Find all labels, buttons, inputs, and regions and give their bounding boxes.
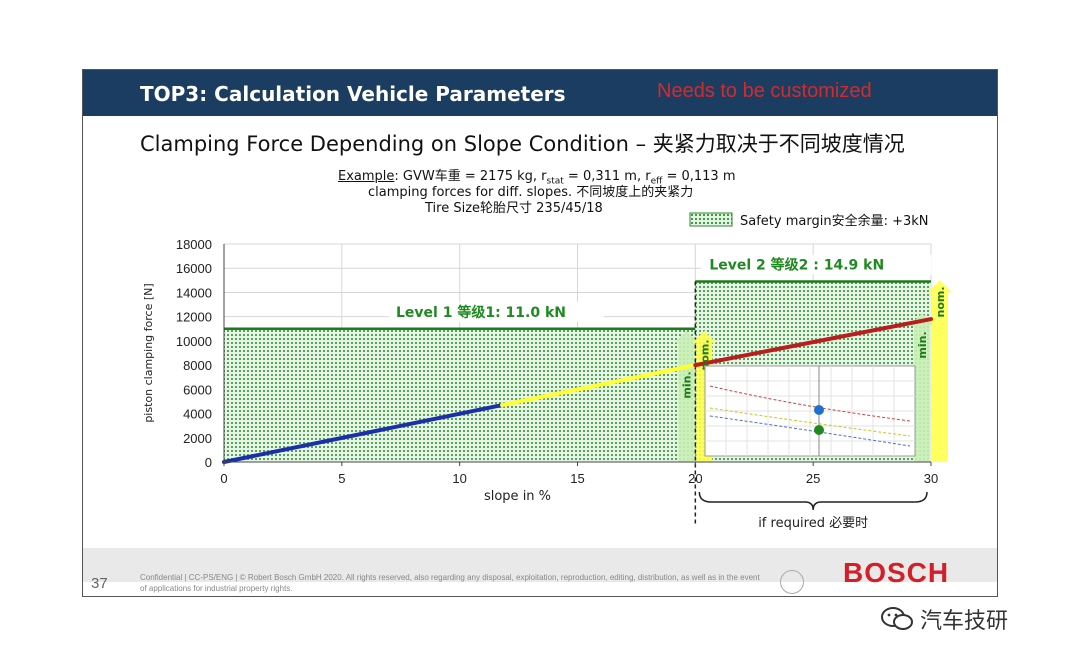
legend-swatch	[689, 212, 733, 227]
min-arrow-level2	[910, 313, 934, 462]
y-axis-label: piston clamping force [N]	[142, 283, 155, 422]
x-axis-label: slope in %	[484, 489, 551, 504]
x-tick-label: 15	[570, 471, 584, 486]
page-number: 37	[91, 575, 108, 592]
y-tick-label: 10000	[176, 334, 212, 349]
footer-text: Confidential | CC-PS/ENG | © Robert Bosc…	[140, 573, 760, 593]
level-label-bg	[389, 301, 604, 322]
min-label: min.	[916, 331, 929, 358]
example-prefix: Example	[338, 169, 395, 184]
inset-point	[814, 425, 824, 435]
x-tick-label: 5	[338, 471, 345, 486]
slide-heading: Clamping Force Depending on Slope Condit…	[140, 132, 905, 156]
min-arrow-level1	[674, 330, 699, 462]
example-line-2: clamping forces for diff. slopes. 不同坡度上的…	[368, 185, 694, 200]
y-tick-label: 2000	[183, 431, 212, 446]
level-label-bg	[701, 254, 932, 275]
customize-note: Needs to be customized	[657, 80, 872, 102]
y-tick-label: 12000	[176, 310, 212, 325]
nom-label: nom.	[934, 286, 947, 317]
x-tick-label: 20	[688, 471, 702, 486]
clamping-force-chart: 0 2000 4000 6000 8000 10000 12000 14000 16000 180…	[142, 212, 952, 531]
watermark: 汽车技研	[880, 603, 1008, 635]
footer-band	[83, 548, 997, 582]
y-tick-label: 8000	[183, 358, 212, 373]
inset-curve	[709, 407, 911, 437]
example-line-3: Tire Size轮胎尺寸 235/45/18	[425, 201, 603, 216]
level-label: Level 1 等级1: 11.0 kN	[396, 304, 566, 321]
watermark-text: 汽车技研	[920, 609, 1009, 634]
y-tick-label: 14000	[176, 285, 212, 300]
y-tick-label: 18000	[176, 237, 212, 252]
y-tick-label: 0	[205, 455, 212, 470]
x-tick-label: 10	[452, 471, 466, 486]
nom-label: nom.	[698, 339, 711, 370]
example-reff: = 0,113 m	[662, 169, 736, 184]
series-line	[693, 317, 933, 368]
x-tick-label: 30	[924, 471, 938, 486]
example-line-1: Example: GVW车重 = 2175 kg, rstat = 0,311 …	[338, 165, 735, 187]
level-label: Level 2 等级2 : 14.9 kN	[709, 257, 884, 274]
safety-margin-region	[224, 328, 696, 462]
slide-title: TOP3: Calculation Vehicle Parameters	[140, 82, 566, 106]
slide-header: TOP3: Calculation Vehicle Parameters Nee…	[83, 70, 997, 116]
series-line	[500, 363, 698, 408]
footer-emblem-icon	[780, 570, 804, 594]
y-tick-label: 6000	[183, 382, 212, 397]
r-eff-sub: eff	[650, 176, 663, 187]
bracket-label: if required 必要时	[758, 516, 868, 531]
min-label: min.	[680, 371, 693, 398]
r-stat-sub: stat	[546, 176, 564, 187]
legend-label: Safety margin安全余量: +3kN	[740, 213, 929, 229]
inset-point	[814, 405, 824, 415]
x-tick-label: 25	[806, 471, 820, 486]
y-tick-label: 4000	[183, 407, 212, 422]
x-tick-label: 0	[220, 471, 227, 486]
bosch-logo: BOSCH	[843, 557, 950, 588]
y-tick-label: 16000	[176, 261, 212, 276]
example-gvw: : GVW车重 = 2175 kg, r	[394, 169, 547, 184]
series-line	[222, 403, 505, 464]
nom-arrow-level2	[928, 280, 952, 462]
inset-curve	[709, 385, 911, 422]
wechat-icon	[881, 607, 913, 630]
slide: TOP3: Calculation Vehicle Parameters Nee…	[82, 69, 998, 597]
level2-bracket	[698, 491, 928, 511]
inset-curve	[709, 415, 911, 447]
example-rstat: = 0,311 m, r	[563, 169, 651, 184]
